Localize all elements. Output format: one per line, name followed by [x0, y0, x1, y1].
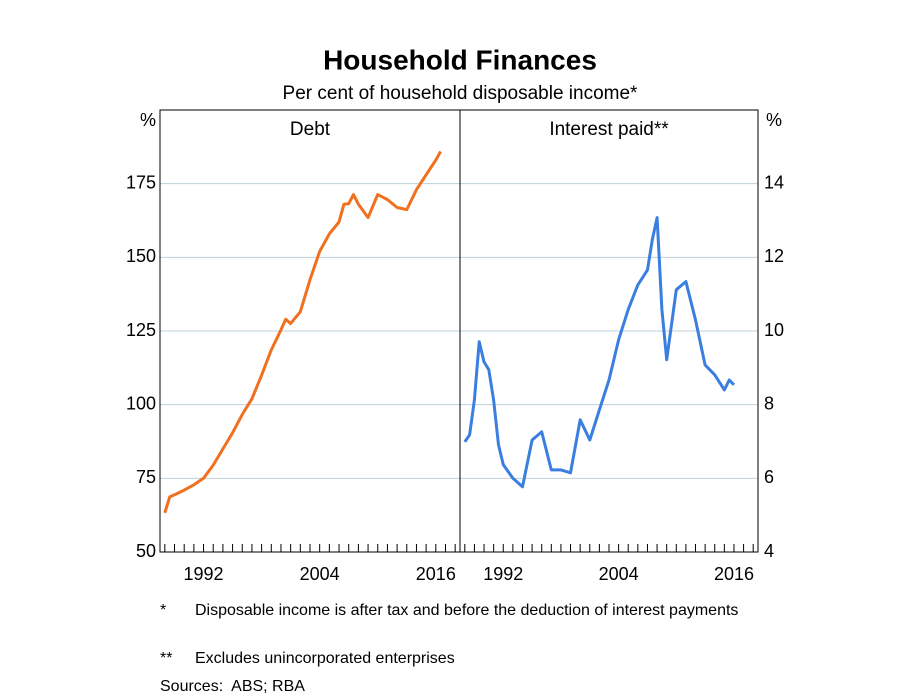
y-tick-label: 4 — [764, 541, 774, 561]
y-tick-label: 12 — [764, 246, 784, 266]
note-mark: ** — [160, 650, 173, 667]
y-axis-unit: % — [140, 110, 156, 130]
x-tick-label: 2004 — [300, 564, 340, 584]
plot-frame — [159, 109, 759, 553]
y-tick-label: 125 — [126, 320, 156, 340]
note-text: Excludes unincorporated enterprises — [195, 650, 455, 667]
sources: Sources: ABS; RBA — [160, 678, 305, 695]
y-tick-label: 14 — [764, 172, 784, 192]
y-tick-label: 75 — [136, 467, 156, 487]
note-mark: * — [160, 602, 167, 619]
x-tick-label: 1992 — [184, 564, 224, 584]
x-tick-label: 2016 — [714, 564, 754, 584]
y-tick-label: 10 — [764, 320, 784, 340]
y-tick-label: 100 — [126, 393, 156, 413]
x-tick-label: 1992 — [483, 564, 523, 584]
panel-title: Interest paid** — [549, 119, 669, 140]
note-text: Disposable income is after tax and befor… — [195, 602, 739, 619]
y-tick-label: 150 — [126, 246, 156, 266]
y-tick-label: 8 — [764, 393, 774, 413]
line-series — [163, 150, 442, 514]
y-tick-label: 175 — [126, 172, 156, 192]
line-series — [463, 216, 736, 489]
x-tick-label: 2004 — [599, 564, 639, 584]
y-tick-label: 6 — [764, 467, 774, 487]
chart: Household Finances Per cent of household… — [126, 44, 784, 584]
panel-title: Debt — [290, 119, 331, 140]
y-tick-label: 50 — [136, 541, 156, 561]
chart-title: Household Finances — [323, 44, 597, 75]
chart-subtitle: Per cent of household disposable income* — [283, 83, 639, 104]
x-tick-label: 2016 — [416, 564, 456, 584]
y-axis-unit: % — [766, 110, 782, 130]
